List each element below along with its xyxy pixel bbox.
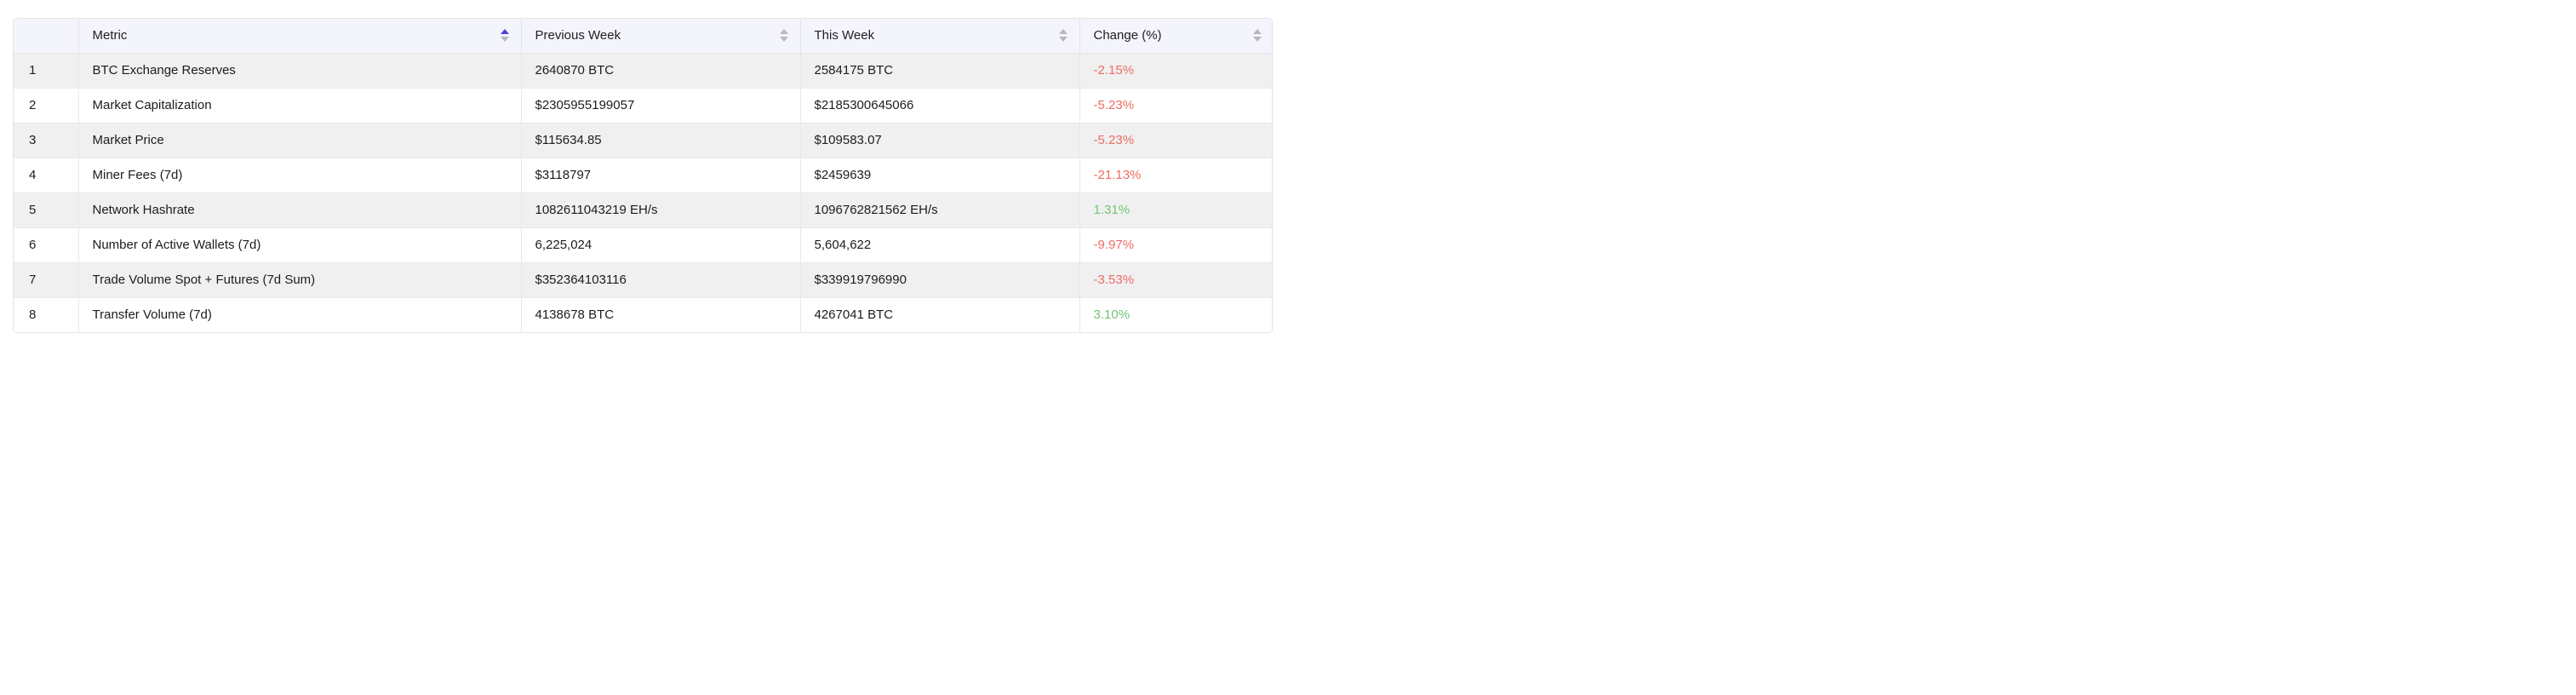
previous-week-cell: 6,225,024 — [521, 227, 801, 263]
sort-icon — [500, 29, 509, 43]
row-index-cell: 6 — [14, 227, 79, 263]
previous-week-cell: $3118797 — [521, 158, 801, 193]
change-cell: -9.97% — [1079, 227, 1272, 263]
change-cell: -21.13% — [1079, 158, 1272, 193]
this-week-cell: $2459639 — [800, 158, 1080, 193]
header-previous-week[interactable]: Previous Week — [521, 19, 801, 54]
metric-cell: Network Hashrate — [78, 192, 522, 228]
this-week-cell: $2185300645066 — [800, 88, 1080, 123]
row-index-cell: 3 — [14, 123, 79, 158]
header-this-week[interactable]: This Week — [800, 19, 1080, 54]
metrics-table: Metric Previous Week This Week — [14, 19, 1272, 332]
row-index-cell: 4 — [14, 158, 79, 193]
previous-week-cell: $2305955199057 — [521, 88, 801, 123]
row-index-cell: 5 — [14, 192, 79, 228]
header-change-percent[interactable]: Change (%) — [1079, 19, 1272, 54]
metric-cell: Number of Active Wallets (7d) — [78, 227, 522, 263]
table-header: Metric Previous Week This Week — [14, 19, 1272, 54]
metric-cell: BTC Exchange Reserves — [78, 53, 522, 89]
this-week-cell: 2584175 BTC — [800, 53, 1080, 89]
header-label: Previous Week — [535, 28, 621, 43]
this-week-cell: 4267041 BTC — [800, 297, 1080, 332]
this-week-cell: 1096762821562 EH/s — [800, 192, 1080, 228]
header-row-number — [14, 19, 79, 54]
metric-cell: Market Price — [78, 123, 522, 158]
change-cell: -2.15% — [1079, 53, 1272, 89]
table-row: 8 Transfer Volume (7d) 4138678 BTC 42670… — [14, 297, 1272, 332]
sort-icon — [1253, 29, 1262, 43]
table-row: 3 Market Price $115634.85 $109583.07 -5.… — [14, 123, 1272, 158]
header-label: Metric — [92, 28, 128, 43]
table-row: 2 Market Capitalization $2305955199057 $… — [14, 88, 1272, 123]
metric-cell: Miner Fees (7d) — [78, 158, 522, 193]
change-cell: -3.53% — [1079, 262, 1272, 298]
table-body: 1 BTC Exchange Reserves 2640870 BTC 2584… — [14, 53, 1272, 332]
change-cell: -5.23% — [1079, 88, 1272, 123]
change-cell: -5.23% — [1079, 123, 1272, 158]
this-week-cell: $339919796990 — [800, 262, 1080, 298]
sort-icon — [779, 29, 788, 43]
metric-cell: Trade Volume Spot + Futures (7d Sum) — [78, 262, 522, 298]
this-week-cell: $109583.07 — [800, 123, 1080, 158]
previous-week-cell: $115634.85 — [521, 123, 801, 158]
change-cell: 1.31% — [1079, 192, 1272, 228]
this-week-cell: 5,604,622 — [800, 227, 1080, 263]
table-row: 4 Miner Fees (7d) $3118797 $2459639 -21.… — [14, 158, 1272, 193]
row-index-cell: 7 — [14, 262, 79, 298]
table-row: 1 BTC Exchange Reserves 2640870 BTC 2584… — [14, 53, 1272, 89]
change-cell: 3.10% — [1079, 297, 1272, 332]
table-row: 5 Network Hashrate 1082611043219 EH/s 10… — [14, 192, 1272, 228]
row-index-cell: 2 — [14, 88, 79, 123]
metric-cell: Transfer Volume (7d) — [78, 297, 522, 332]
header-label: Change (%) — [1093, 28, 1162, 43]
previous-week-cell: 1082611043219 EH/s — [521, 192, 801, 228]
previous-week-cell: $352364103116 — [521, 262, 801, 298]
table-row: 6 Number of Active Wallets (7d) 6,225,02… — [14, 227, 1272, 263]
previous-week-cell: 2640870 BTC — [521, 53, 801, 89]
metrics-table-container: Metric Previous Week This Week — [13, 18, 1273, 333]
header-label: This Week — [814, 28, 875, 43]
row-index-cell: 8 — [14, 297, 79, 332]
header-metric[interactable]: Metric — [78, 19, 522, 54]
table-row: 7 Trade Volume Spot + Futures (7d Sum) $… — [14, 262, 1272, 298]
sort-icon — [1058, 29, 1068, 43]
previous-week-cell: 4138678 BTC — [521, 297, 801, 332]
metric-cell: Market Capitalization — [78, 88, 522, 123]
row-index-cell: 1 — [14, 53, 79, 89]
